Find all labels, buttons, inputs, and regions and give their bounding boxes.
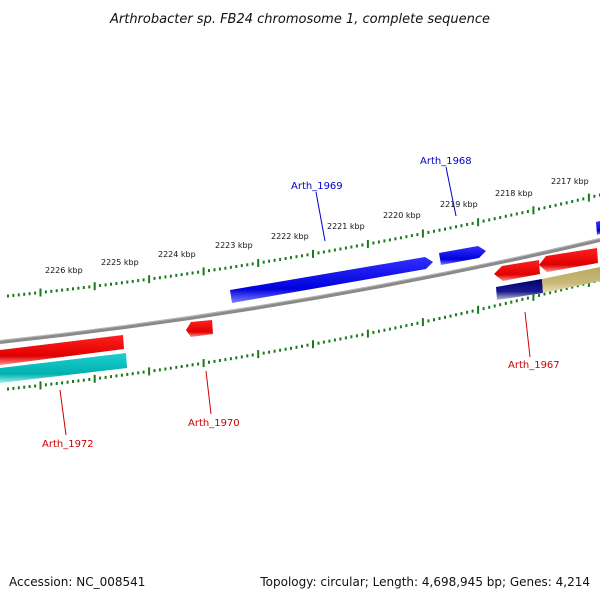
lower-scale-ticks [7, 278, 600, 391]
scale-label-2219: 2219 kbp [440, 200, 478, 209]
upper-scale-ticks [7, 193, 600, 298]
gene-arth-1967[interactable] [494, 260, 540, 281]
leader-arth-1969 [315, 191, 326, 242]
gene-arth-1968[interactable] [439, 246, 486, 265]
scale-label-2225: 2225 kbp [101, 258, 139, 267]
gene-arth-1970[interactable] [186, 320, 213, 337]
gene-red-right[interactable] [539, 248, 598, 272]
feature-cyan[interactable] [0, 353, 127, 383]
feature-navy[interactable] [496, 279, 543, 300]
scale-label-2224: 2224 kbp [158, 250, 196, 259]
label-arth-1969[interactable]: Arth_1969 [291, 181, 343, 192]
map-title: Arthrobacter sp. FB24 chromosome 1, comp… [109, 12, 490, 27]
label-arth-1970[interactable]: Arth_1970 [188, 418, 240, 429]
scale-label-2220: 2220 kbp [383, 211, 421, 220]
scale-labels: 2226 kbp 2225 kbp 2224 kbp 2223 kbp 2222… [45, 177, 589, 275]
gene-arth-1969[interactable] [230, 257, 433, 303]
scale-label-2226: 2226 kbp [45, 266, 83, 275]
scale-label-2221: 2221 kbp [327, 222, 365, 231]
leader-arth-1967 [524, 311, 531, 358]
feature-khaki[interactable] [542, 267, 600, 293]
leader-arth-1970 [205, 370, 212, 415]
scale-label-2218: 2218 kbp [495, 189, 533, 198]
scale-label-2223: 2223 kbp [215, 241, 253, 250]
gene-arth-1972[interactable] [0, 335, 124, 365]
chromosome-backbone-highlight [0, 238, 600, 341]
leader-arth-1968 [445, 166, 457, 217]
label-arth-1967[interactable]: Arth_1967 [508, 360, 560, 371]
topology-text: Topology: circular; Length: 4,698,945 bp… [259, 575, 590, 589]
accession-text: Accession: NC_008541 [9, 575, 145, 589]
label-arth-1972[interactable]: Arth_1972 [42, 439, 94, 450]
label-arth-1968[interactable]: Arth_1968 [420, 156, 472, 167]
leader-arth-1972 [59, 389, 67, 436]
scale-label-2217: 2217 kbp [551, 177, 589, 186]
gene-edge-blue[interactable] [596, 221, 600, 235]
chromosome-backbone [0, 238, 600, 344]
scale-label-2222: 2222 kbp [271, 232, 309, 241]
